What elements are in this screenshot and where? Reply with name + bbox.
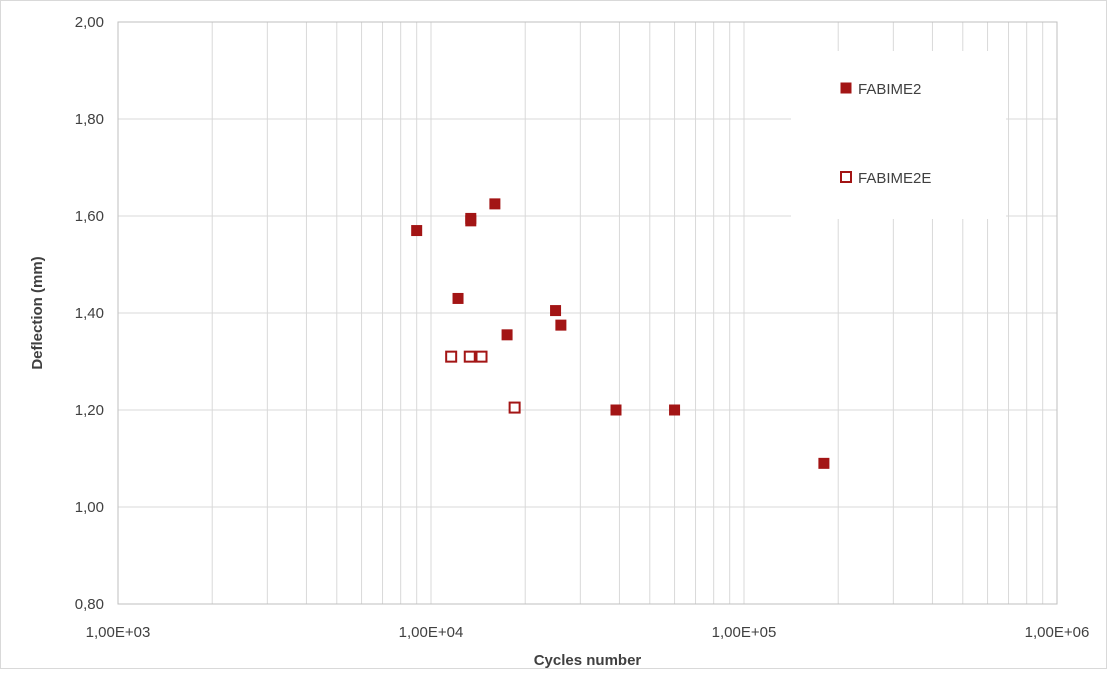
y-tick-label: 1,60 — [75, 208, 104, 225]
legend-label-fabime2: FABIME2 — [858, 81, 921, 98]
data-point-fabime2 — [411, 225, 423, 237]
legend-background — [791, 51, 1006, 219]
grid-lines — [117, 21, 1057, 605]
x-tick-label: 1,00E+04 — [399, 624, 464, 641]
data-point-fabime2e — [445, 350, 458, 363]
data-point-fabime2 — [818, 457, 830, 469]
x-tick-label: 1,00E+06 — [1025, 624, 1090, 641]
y-tick-label: 2,00 — [75, 14, 104, 31]
data-point-fabime2 — [550, 305, 562, 317]
y-tick-label: 1,80 — [75, 111, 104, 128]
legend-label-fabime2e: FABIME2E — [858, 170, 931, 187]
y-tick-label: 1,20 — [75, 402, 104, 419]
data-points — [411, 198, 830, 469]
data-point-fabime2 — [465, 215, 477, 227]
x-tick-label: 1,00E+05 — [712, 624, 777, 641]
data-point-fabime2e — [475, 350, 488, 363]
data-point-fabime2e — [508, 401, 521, 414]
y-tick-label: 0,80 — [75, 596, 104, 613]
y-axis-title: Deflection (mm) — [29, 256, 46, 369]
data-point-fabime2 — [452, 292, 464, 304]
tick-labels: 1,00E+03 1,00E+04 1,00E+05 1,00E+06 0,80 1,00… — [75, 14, 1090, 641]
y-tick-label: 1,00 — [75, 499, 104, 516]
legend-marker-fabime2e — [840, 171, 852, 183]
data-point-fabime2 — [501, 329, 513, 341]
data-point-fabime2e — [463, 350, 476, 363]
legend: FABIME2 FABIME2E — [791, 51, 1006, 219]
data-point-fabime2 — [555, 319, 567, 331]
data-point-fabime2 — [489, 198, 501, 210]
data-point-fabime2 — [610, 404, 622, 416]
data-point-fabime2 — [669, 404, 681, 416]
legend-marker-fabime2 — [840, 82, 852, 94]
x-axis-title: Cycles number — [534, 652, 642, 668]
x-tick-label: 1,00E+03 — [86, 624, 151, 641]
y-tick-label: 1,40 — [75, 305, 104, 322]
plot-area-border — [117, 21, 1058, 605]
